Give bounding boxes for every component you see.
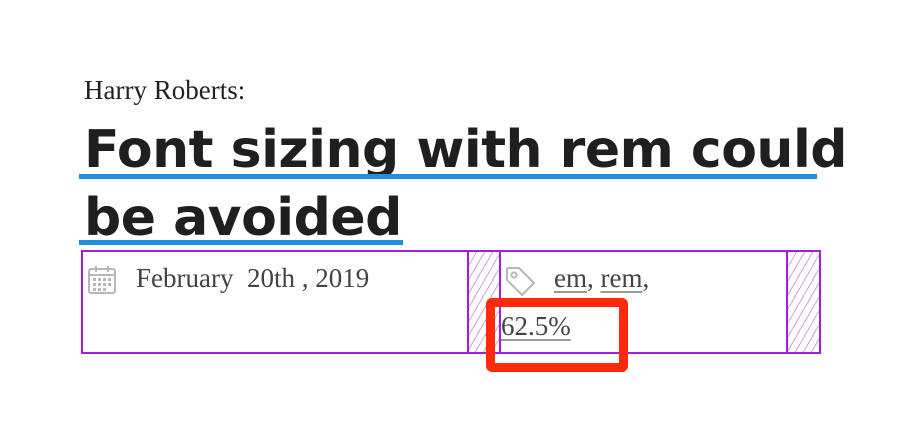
tag-link-em[interactable]: em: [554, 263, 587, 293]
post-tags-cell: em, rem, 62.5%: [501, 252, 786, 352]
title-underline-2: [79, 240, 403, 245]
tag-link-rem[interactable]: rem: [600, 263, 643, 293]
post-title-line-1[interactable]: Font sizing with rem could: [84, 120, 848, 180]
post-meta-grid-overlay: February 20th , 2019 em, rem, 62.5%: [81, 250, 821, 354]
tag-link-62-5-percent[interactable]: 62.5%: [501, 311, 571, 341]
tag-separator: ,: [587, 263, 601, 293]
post-date-cell: February 20th , 2019: [83, 252, 469, 352]
author-name: Harry Roberts:: [84, 75, 246, 105]
post-title-line-2[interactable]: be avoided: [84, 188, 402, 248]
calendar-icon: [88, 266, 116, 294]
post-date: February 20th , 2019: [136, 263, 370, 293]
title-underline-1: [79, 174, 817, 179]
post-title[interactable]: Font sizing with rem could be avoided: [84, 116, 848, 252]
tag-separator-trailing: ,: [642, 263, 650, 293]
tag-icon: [506, 267, 535, 296]
highlight-annotation-box: [486, 298, 628, 372]
tags-line-1: em, rem,: [554, 260, 649, 296]
tags-line-2: 62.5%: [501, 308, 571, 344]
grid-gap-2: [786, 252, 821, 352]
